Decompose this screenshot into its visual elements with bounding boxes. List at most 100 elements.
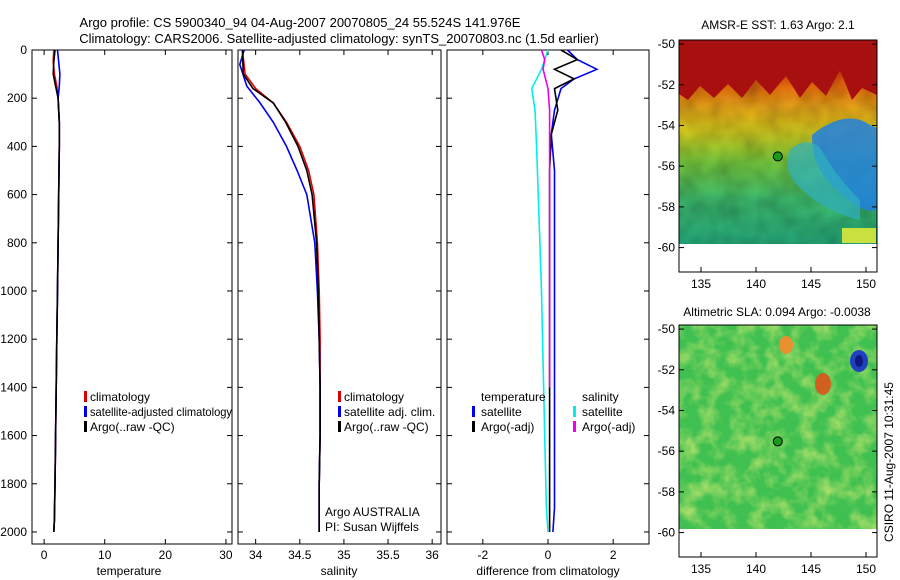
sst-cold-blue-region	[812, 118, 877, 211]
x-tick-label: 135	[691, 277, 711, 291]
figure-title-line-1: Argo profile: CS 5900340_94 04-Aug-2007 …	[80, 15, 521, 30]
legend-climatology-swatch	[338, 391, 341, 402]
y-tick-label: -50	[658, 322, 676, 336]
legend-sal-argo-swatch	[573, 421, 576, 432]
salinity-axes-frame	[237, 49, 442, 545]
y-tick-label: 1400	[0, 380, 27, 394]
sst-land-mask-patch	[842, 228, 876, 243]
y-tick-label: -54	[658, 118, 676, 132]
legend-argo-label: Argo(..raw -QC)	[90, 420, 175, 434]
series-line-salinity-argo-adj	[540, 49, 551, 388]
legend-sal-satellite-label: satellite	[582, 405, 623, 419]
temperature-panel: 0 10 20 30 0 200 400 600 800 1000 1200 1400 1600 1800…	[0, 43, 233, 578]
sla-map-frame	[678, 324, 878, 558]
sla-map-title: Altimetric SLA: 0.094 Argo: -0.0038	[683, 305, 871, 319]
y-tick-label: 1600	[0, 429, 27, 443]
sst-map-panel: AMSR-E SST: 1.63 Argo: 2.1 135 140 145 150 -…	[658, 18, 878, 291]
sla-warm-eddy	[815, 373, 831, 395]
y-tick-label: 600	[7, 188, 27, 202]
series-line-temperature-satellite	[550, 49, 599, 533]
x-tick-label: 10	[98, 548, 112, 562]
legend-temp-satellite-label: satellite	[481, 405, 522, 419]
series-line-climatology	[52, 49, 61, 533]
sst-heatmap	[679, 40, 877, 244]
x-tick-label: 35	[337, 548, 351, 562]
argo-source-annotation: Argo AUSTRALIA	[325, 505, 420, 519]
sst-map-frame	[678, 39, 878, 273]
sla-heatmap	[679, 325, 877, 529]
sla-warm-eddy-2	[779, 336, 793, 354]
x-tick-label: 140	[746, 562, 766, 576]
salinity-xlabel: salinity	[321, 564, 358, 578]
legend-climatology-label: climatology	[90, 390, 150, 404]
legend-temp-argo-swatch	[472, 421, 475, 432]
difference-panel: -2 0 2 difference from climatology tempera…	[446, 49, 650, 578]
x-tick-label: 34	[249, 548, 263, 562]
y-tick-label: 1000	[0, 284, 27, 298]
legend-argo-swatch	[84, 421, 87, 432]
sst-mid-cyan-region	[787, 142, 860, 220]
legend-satellite-label: satellite adj. clim.	[344, 405, 435, 419]
sla-map-panel: Altimetric SLA: 0.094 Argo: -0.0038 135 1…	[658, 305, 878, 576]
series-line-argo-raw-qc	[241, 49, 321, 532]
x-tick-label: 0	[545, 548, 552, 562]
temperature-legend: climatology satellite-adjusted climatolo…	[84, 390, 232, 434]
series-line-salinity-satellite	[530, 49, 549, 533]
legend-temp-satellite-swatch	[472, 406, 475, 417]
y-tick-label: -56	[658, 444, 676, 458]
y-tick-label: -60	[658, 241, 676, 255]
y-tick-label: 2000	[0, 525, 27, 539]
x-tick-label: 135	[691, 562, 711, 576]
legend-sal-argo-label: Argo(-adj)	[582, 420, 635, 434]
temperature-xlabel: temperature	[97, 564, 162, 578]
difference-legend: temperature satellite Argo(-adj) salinit…	[472, 390, 635, 434]
difference-axes-frame	[446, 49, 650, 545]
series-line-satellite-adj-clim	[238, 49, 321, 532]
salinity-legend: climatology satellite adj. clim. Argo(..…	[338, 390, 435, 434]
sla-cold-eddy-core	[855, 355, 863, 367]
sst-map-title: AMSR-E SST: 1.63 Argo: 2.1	[701, 18, 855, 32]
y-tick-label: -58	[658, 485, 676, 499]
x-tick-label: 145	[801, 277, 821, 291]
legend-salinity-heading: salinity	[582, 390, 619, 404]
legend-temp-argo-label: Argo(-adj)	[481, 420, 534, 434]
y-tick-label: 200	[7, 91, 27, 105]
sla-heatmap-texture	[679, 325, 877, 529]
legend-satellite-swatch	[338, 406, 341, 417]
legend-satellite-swatch	[84, 406, 87, 417]
y-tick-label: -56	[658, 159, 676, 173]
legend-argo-label: Argo(..raw -QC)	[344, 420, 429, 434]
y-tick-label: 1200	[0, 332, 27, 346]
x-tick-label: -2	[478, 548, 489, 562]
salinity-panel: 34 34.5 35 35.5 36 salinity climatology sate…	[237, 49, 442, 578]
x-tick-label: 20	[159, 548, 173, 562]
difference-xlabel: difference from climatology	[476, 564, 619, 578]
legend-satellite-label: satellite-adjusted climatology	[90, 405, 232, 419]
x-tick-label: 2	[610, 548, 617, 562]
series-line-temperature-argo-adj	[548, 49, 580, 532]
pi-annotation: PI: Susan Wijffels	[325, 520, 419, 534]
y-tick-label: -54	[658, 403, 676, 417]
x-tick-label: 150	[856, 277, 876, 291]
x-tick-label: 145	[801, 562, 821, 576]
y-tick-label: -50	[658, 37, 676, 51]
y-tick-label: 400	[7, 139, 27, 153]
csiro-timestamp-label: CSIRO 11-Aug-2007 10:31:45	[882, 382, 896, 542]
legend-temperature-heading: temperature	[481, 390, 546, 404]
figure-title-line-2: Climatology: CARS2006. Satellite-adjuste…	[79, 31, 599, 46]
series-line-climatology	[241, 49, 321, 532]
x-tick-label: 30	[219, 548, 233, 562]
legend-climatology-label: climatology	[344, 390, 404, 404]
sla-argo-location-marker	[772, 436, 783, 447]
y-tick-label: -52	[658, 78, 676, 92]
sst-warm-red-region	[679, 40, 877, 100]
sst-argo-location-marker	[772, 151, 783, 162]
legend-climatology-swatch	[84, 391, 87, 402]
y-tick-label: -60	[658, 526, 676, 540]
y-tick-label: -52	[658, 363, 676, 377]
series-line-argo-raw-qc	[52, 49, 61, 533]
legend-argo-swatch	[338, 421, 341, 432]
x-tick-label: 34.5	[288, 548, 312, 562]
x-tick-label: 35.5	[376, 548, 400, 562]
